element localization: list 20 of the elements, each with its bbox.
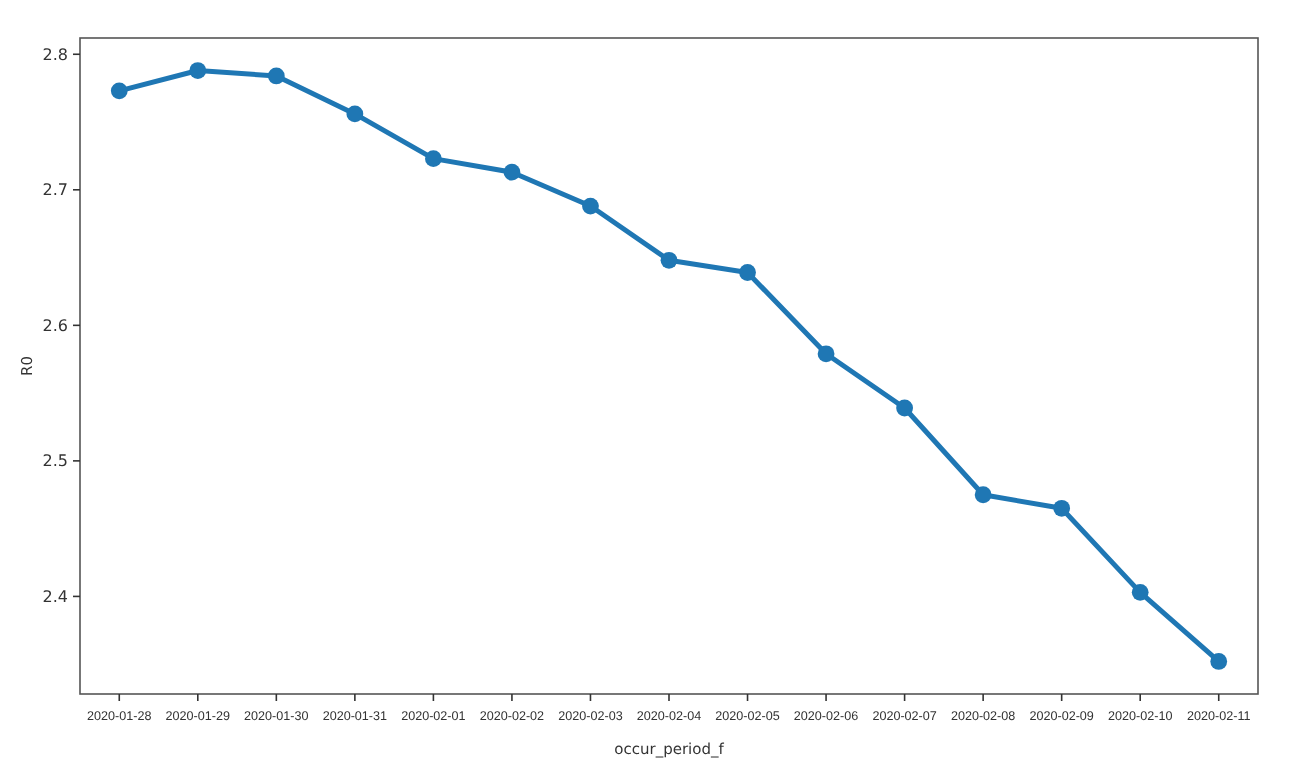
point <box>739 264 756 281</box>
point <box>1131 583 1149 601</box>
point <box>1053 499 1071 517</box>
y-tick-label: 2.6 <box>42 316 68 335</box>
point <box>660 251 678 269</box>
point <box>110 82 128 100</box>
point <box>896 399 913 417</box>
point <box>346 105 364 123</box>
y-tick-label: 2.7 <box>42 181 68 200</box>
point <box>817 345 835 363</box>
point <box>267 67 285 85</box>
y-tick-label: 2.5 <box>42 452 68 471</box>
point <box>425 150 442 168</box>
point <box>503 163 521 181</box>
point <box>1210 653 1228 670</box>
point <box>974 486 992 504</box>
point <box>189 62 207 79</box>
y-tick-label: 2.4 <box>42 588 68 607</box>
point <box>582 197 599 215</box>
y-tick-label: 2.8 <box>42 45 68 64</box>
